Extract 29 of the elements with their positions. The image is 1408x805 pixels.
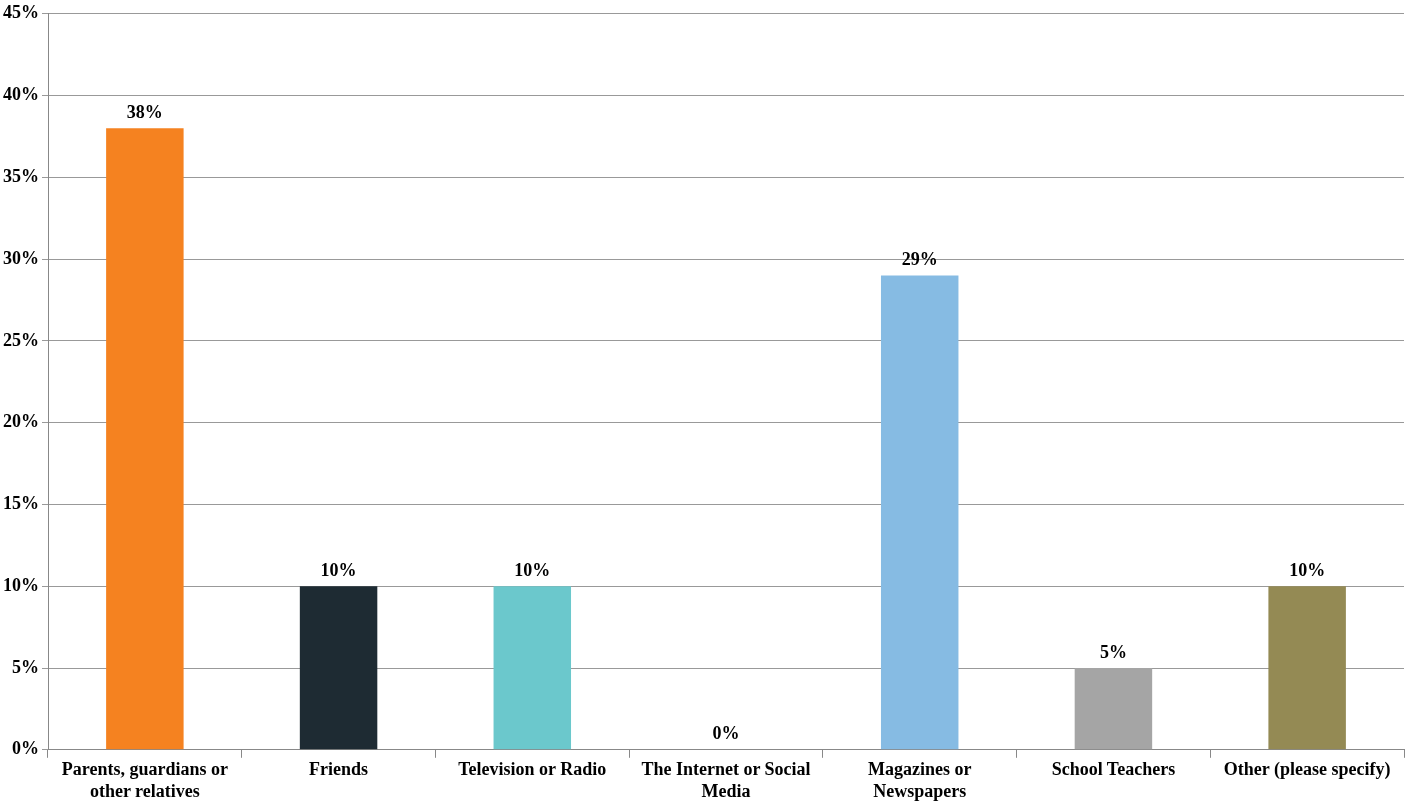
y-tick-label: 45%	[3, 2, 39, 23]
y-tick-label: 15%	[3, 493, 39, 514]
y-tick-label: 40%	[3, 84, 39, 105]
bar	[299, 586, 378, 750]
data-label: 10%	[514, 559, 551, 580]
data-label: 29%	[901, 249, 938, 270]
y-tick-label: 35%	[3, 166, 39, 187]
bar	[106, 128, 184, 750]
y-tick-label: 20%	[3, 411, 39, 432]
data-label: 0%	[712, 723, 740, 744]
x-tick-label: Friends	[309, 759, 369, 780]
y-tick-label: 30%	[3, 247, 39, 268]
y-tick-label: 25%	[3, 329, 39, 350]
y-tick-label: 5%	[12, 656, 39, 677]
x-tick-label: Parents, guardians or other relatives	[61, 759, 228, 801]
data-label: 10%	[320, 559, 357, 580]
x-tick-label: The Internet or Social Media	[641, 759, 811, 801]
bar	[1268, 586, 1346, 750]
bar	[880, 275, 959, 750]
x-tick-label: School Teachers	[1051, 759, 1176, 780]
data-label: 5%	[1099, 641, 1127, 662]
x-tick-label: Magazines or Newspapers	[867, 759, 972, 801]
y-tick-label: 0%	[12, 738, 39, 759]
bar	[493, 586, 572, 750]
data-label: 10%	[1289, 559, 1326, 580]
x-tick-label: Other (please specify)	[1223, 759, 1391, 781]
data-label: 38%	[126, 101, 163, 122]
x-tick-label: Television or Radio	[458, 759, 607, 780]
y-tick-label: 10%	[3, 574, 39, 595]
